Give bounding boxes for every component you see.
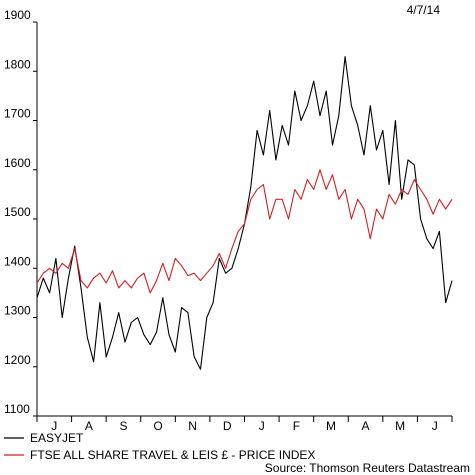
x-tick-label: J (51, 419, 57, 433)
legend-label-easyjet: EASYJET (30, 431, 84, 445)
x-tick-label: F (293, 419, 300, 433)
series-layer (36, 55, 453, 370)
y-axis: 1100 1200 1300 1400 1500 1600 1700 1800 1900 (4, 8, 38, 417)
y-tick-label: 1100 (4, 402, 30, 416)
x-tick-label: J (259, 419, 265, 433)
x-tick-label: J (432, 419, 438, 433)
y-tick-label: 1700 (4, 107, 31, 121)
legend-label-ftse-travel-leisure: FTSE ALL SHARE TRAVEL & LEIS £ - PRICE I… (30, 448, 315, 462)
x-tick-label: O (153, 419, 162, 433)
x-tick-label: N (188, 419, 197, 433)
series-line-ftse-travel-leisure (36, 169, 453, 294)
y-tick-label: 1600 (4, 156, 31, 170)
source-label: Source: Thomson Reuters Datastream (265, 461, 470, 475)
y-tick-label: 1200 (4, 353, 31, 367)
chart-date-label: 4/7/14 (407, 3, 441, 17)
y-tick-label: 1300 (4, 304, 31, 318)
y-tick-label: 1400 (4, 254, 31, 268)
x-tick-label: M (326, 419, 336, 433)
y-tick-label: 1900 (4, 8, 31, 22)
y-tick-label: 1500 (4, 205, 31, 219)
x-tick-label: A (85, 419, 93, 433)
y-tick-label: 1800 (4, 57, 31, 71)
x-tick-label: S (119, 419, 127, 433)
series-line-easyjet (36, 55, 453, 370)
x-tick-label: A (362, 419, 370, 433)
legend: EASYJET FTSE ALL SHARE TRAVEL & LEIS £ -… (4, 431, 315, 462)
x-tick-label: M (395, 419, 405, 433)
x-tick-label: D (223, 419, 232, 433)
